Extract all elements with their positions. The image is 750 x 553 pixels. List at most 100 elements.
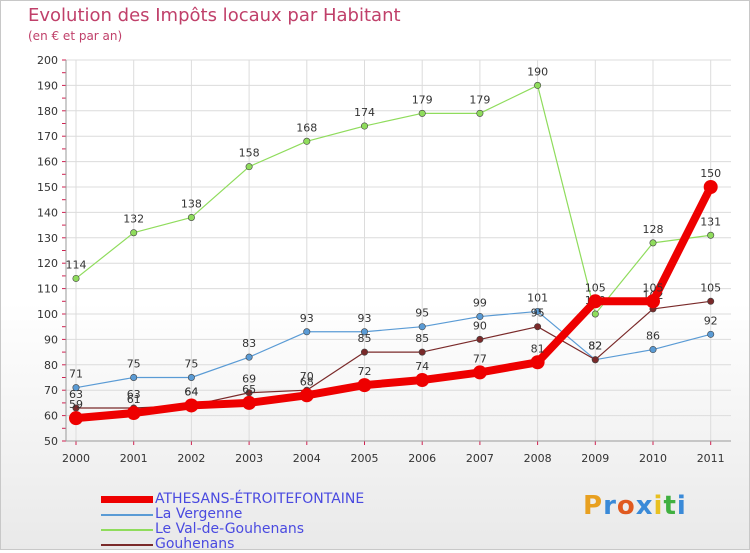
- data-point: [187, 373, 195, 381]
- data-label: 63: [69, 388, 83, 401]
- data-label: 95: [531, 307, 545, 320]
- y-tick-label: 50: [44, 435, 58, 448]
- proxiti-logo: Proxiti: [583, 491, 687, 521]
- data-label: 174: [354, 106, 375, 119]
- data-label: 85: [358, 332, 372, 345]
- data-label: 138: [181, 197, 202, 210]
- y-tick-label: 90: [44, 333, 58, 346]
- legend-label: ATHESANS-ÉTROITEFONTAINE: [155, 491, 365, 507]
- data-label: 83: [242, 337, 256, 350]
- data-point: [303, 137, 311, 145]
- data-label: 75: [127, 358, 141, 371]
- legend-label: Gouhenans: [155, 536, 235, 552]
- data-point: [476, 109, 484, 117]
- data-label: 90: [473, 319, 487, 332]
- data-point: [418, 109, 426, 117]
- y-tick-label: 190: [37, 79, 58, 92]
- y-tick-label: 200: [37, 54, 58, 67]
- data-label: 64: [184, 385, 198, 398]
- data-label: 95: [415, 307, 429, 320]
- data-point: [472, 365, 487, 380]
- logo-letter: x: [635, 491, 654, 521]
- data-label: 74: [415, 360, 429, 373]
- data-point: [360, 122, 368, 130]
- data-label: 72: [358, 365, 372, 378]
- logo-letter: r: [603, 491, 617, 521]
- data-label: 65: [242, 383, 256, 396]
- data-point: [242, 395, 257, 410]
- data-point: [649, 239, 657, 247]
- data-point: [476, 335, 484, 343]
- x-tick-label: 2005: [351, 452, 379, 465]
- x-tick-label: 2011: [697, 452, 725, 465]
- data-point: [534, 307, 542, 315]
- data-point: [245, 163, 253, 171]
- data-label: 92: [704, 314, 718, 327]
- data-label: 131: [700, 215, 721, 228]
- data-point: [588, 294, 603, 309]
- data-point: [418, 323, 426, 331]
- y-tick-label: 100: [37, 308, 58, 321]
- legend-swatch: [101, 496, 153, 503]
- x-tick-label: 2008: [524, 452, 552, 465]
- logo-letter: i: [676, 491, 687, 521]
- data-label: 70: [300, 370, 314, 383]
- data-label: 68: [300, 375, 314, 388]
- chart-title: Evolution des Impôts locaux par Habitant: [28, 5, 401, 26]
- series-line: [76, 300, 711, 409]
- data-label: 77: [473, 352, 487, 365]
- data-label: 59: [69, 398, 83, 411]
- y-tick-label: 150: [37, 181, 58, 194]
- data-label: 179: [412, 93, 433, 106]
- y-tick-label: 160: [37, 156, 58, 169]
- data-point: [187, 213, 195, 221]
- data-point: [130, 373, 138, 381]
- x-tick-label: 2001: [120, 452, 148, 465]
- data-point: [703, 180, 718, 194]
- logo-letter: i: [653, 491, 664, 521]
- data-point: [707, 231, 715, 239]
- series-line: [75, 84, 711, 315]
- data-point: [415, 373, 430, 388]
- data-point: [707, 330, 715, 338]
- data-label: 114: [66, 258, 87, 271]
- legend-label: Le Val-de-Gouhenans: [155, 521, 305, 537]
- logo-letter: t: [663, 491, 677, 521]
- data-label: 61: [127, 393, 141, 406]
- y-tick-label: 80: [44, 359, 58, 372]
- data-label: 150: [700, 167, 721, 180]
- y-tick-label: 140: [37, 206, 58, 219]
- data-label: 86: [646, 330, 660, 343]
- data-label: 190: [527, 65, 548, 78]
- x-tick-label: 2002: [177, 452, 205, 465]
- data-label: 132: [123, 213, 144, 226]
- data-point: [534, 323, 542, 331]
- data-label: 105: [585, 281, 606, 294]
- data-label: 69: [242, 373, 256, 386]
- data-label: 82: [588, 340, 602, 353]
- data-point: [357, 378, 372, 393]
- y-tick-label: 110: [37, 283, 58, 296]
- data-label: 71: [69, 368, 83, 381]
- data-point: [126, 406, 141, 421]
- data-point: [534, 81, 542, 89]
- data-point: [72, 384, 80, 392]
- data-label: 81: [531, 342, 545, 355]
- legend-swatch: [101, 514, 153, 516]
- y-tick-label: 180: [37, 105, 58, 118]
- data-label: 158: [239, 147, 260, 160]
- data-point: [646, 294, 660, 309]
- data-point: [530, 355, 545, 370]
- data-point: [303, 328, 311, 336]
- data-point: [360, 348, 368, 356]
- x-tick-label: 2003: [235, 452, 263, 465]
- y-tick-label: 60: [44, 410, 58, 423]
- data-label: 168: [296, 121, 317, 134]
- legend-label: La Vergenne: [155, 506, 243, 522]
- x-tick-label: 2006: [408, 452, 436, 465]
- legend-swatch: [101, 529, 153, 531]
- legend-swatch: [101, 544, 153, 546]
- x-tick-label: 2009: [581, 452, 609, 465]
- data-label: 105: [700, 281, 721, 294]
